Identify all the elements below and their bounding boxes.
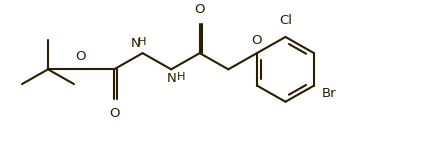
Text: O: O	[194, 3, 205, 16]
Text: Cl: Cl	[279, 14, 292, 27]
Text: Br: Br	[322, 87, 337, 100]
Text: O: O	[109, 107, 119, 120]
Text: H: H	[138, 37, 147, 47]
Text: N: N	[131, 37, 141, 50]
Text: N: N	[166, 72, 176, 85]
Text: O: O	[76, 50, 86, 63]
Text: O: O	[252, 34, 262, 47]
Text: H: H	[177, 72, 186, 82]
